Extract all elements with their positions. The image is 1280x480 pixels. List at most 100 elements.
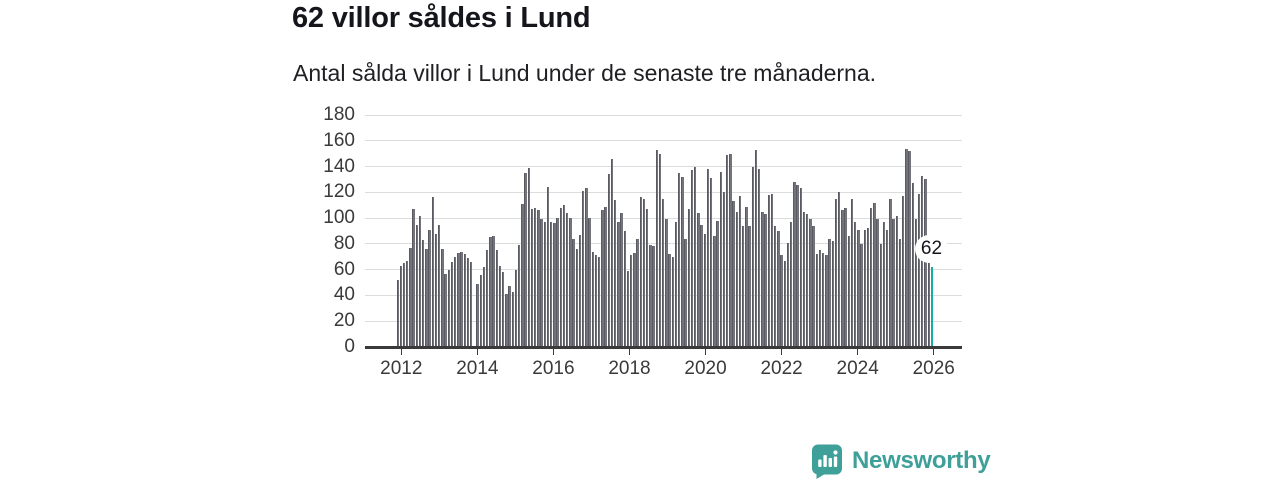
bar xyxy=(546,187,550,347)
newsworthy-logo-icon xyxy=(810,442,844,479)
bar xyxy=(844,207,847,347)
x-axis-line xyxy=(365,346,962,349)
bar xyxy=(854,221,857,347)
bar xyxy=(732,201,735,347)
bar xyxy=(751,166,754,347)
bar xyxy=(767,194,770,347)
bar xyxy=(482,267,486,347)
bar xyxy=(607,174,610,347)
bar xyxy=(434,233,438,347)
x-axis-tick xyxy=(856,348,859,355)
bar xyxy=(716,220,719,347)
bar xyxy=(418,215,422,347)
x-axis-tick-label: 2022 xyxy=(760,358,803,379)
gridline xyxy=(365,114,962,116)
bar xyxy=(588,218,591,347)
bar xyxy=(431,197,434,347)
bar xyxy=(822,252,825,347)
highlighted-bar xyxy=(930,267,934,347)
bar xyxy=(604,206,607,347)
bar xyxy=(441,249,444,347)
x-axis-tick xyxy=(780,348,783,355)
bar xyxy=(742,225,745,347)
bar xyxy=(729,153,732,347)
bar xyxy=(658,153,662,347)
bar xyxy=(793,182,796,347)
bar xyxy=(873,202,876,347)
bar xyxy=(700,224,703,347)
gridline xyxy=(365,166,962,168)
bar xyxy=(770,193,774,347)
bar xyxy=(905,148,908,347)
bar xyxy=(428,229,431,347)
bar xyxy=(898,238,902,347)
newsworthy-logo[interactable]: Newsworthy xyxy=(810,442,991,479)
bar xyxy=(719,171,722,347)
bar xyxy=(415,224,418,347)
bar xyxy=(902,196,905,347)
x-axis-tick xyxy=(476,348,479,355)
bar xyxy=(623,231,626,347)
bar xyxy=(399,265,402,347)
bar xyxy=(886,229,889,347)
y-axis-tick-label: 180 xyxy=(323,104,355,125)
bar xyxy=(543,221,546,347)
x-axis-tick xyxy=(704,348,707,355)
bar xyxy=(639,197,642,347)
bar xyxy=(505,294,508,347)
bar xyxy=(914,219,918,347)
bar xyxy=(726,154,729,347)
x-axis-tick-label: 2024 xyxy=(836,358,879,379)
bar xyxy=(713,236,716,347)
bar xyxy=(598,256,601,347)
bar xyxy=(748,225,751,347)
bar xyxy=(802,211,806,347)
bar xyxy=(911,183,914,347)
y-axis-tick-label: 160 xyxy=(323,129,355,151)
y-axis-tick-label: 80 xyxy=(333,232,355,254)
bar xyxy=(860,243,863,347)
bar xyxy=(745,206,748,347)
bar xyxy=(530,209,534,347)
bar xyxy=(572,238,575,347)
x-axis-tick xyxy=(932,348,935,355)
bar xyxy=(828,238,831,347)
newsworthy-logo-text: Newsworthy xyxy=(852,446,991,474)
x-axis-tick-label: 2018 xyxy=(608,358,651,379)
bar xyxy=(422,240,425,347)
bar xyxy=(636,238,639,347)
bar xyxy=(412,209,415,347)
bar xyxy=(511,291,514,347)
bar xyxy=(738,196,742,347)
bar xyxy=(466,258,470,347)
bar xyxy=(876,219,879,347)
bar xyxy=(508,286,511,347)
x-axis-tick-label: 2020 xyxy=(684,358,727,379)
bar xyxy=(665,219,668,347)
bar xyxy=(831,241,834,347)
bar xyxy=(601,210,604,347)
bar xyxy=(479,274,482,347)
chart-subtitle: Antal sålda villor i Lund under de senas… xyxy=(293,60,877,86)
bar xyxy=(486,250,489,347)
bar xyxy=(537,210,540,347)
bar xyxy=(806,214,809,347)
x-axis-tick xyxy=(400,348,403,355)
bar xyxy=(633,252,636,347)
x-axis-tick xyxy=(552,348,555,355)
bar xyxy=(502,272,505,347)
bar xyxy=(889,198,892,347)
page-title: 62 villor såldes i Lund xyxy=(292,2,591,34)
gridline xyxy=(365,140,962,142)
bar xyxy=(694,166,697,347)
y-axis-tick-label: 60 xyxy=(333,258,355,280)
bar xyxy=(703,233,706,347)
bar xyxy=(521,203,524,347)
bar xyxy=(678,173,681,347)
bar xyxy=(614,200,617,347)
bar xyxy=(550,221,553,347)
x-axis-tick-label: 2016 xyxy=(532,358,575,379)
x-axis-tick xyxy=(628,348,631,355)
